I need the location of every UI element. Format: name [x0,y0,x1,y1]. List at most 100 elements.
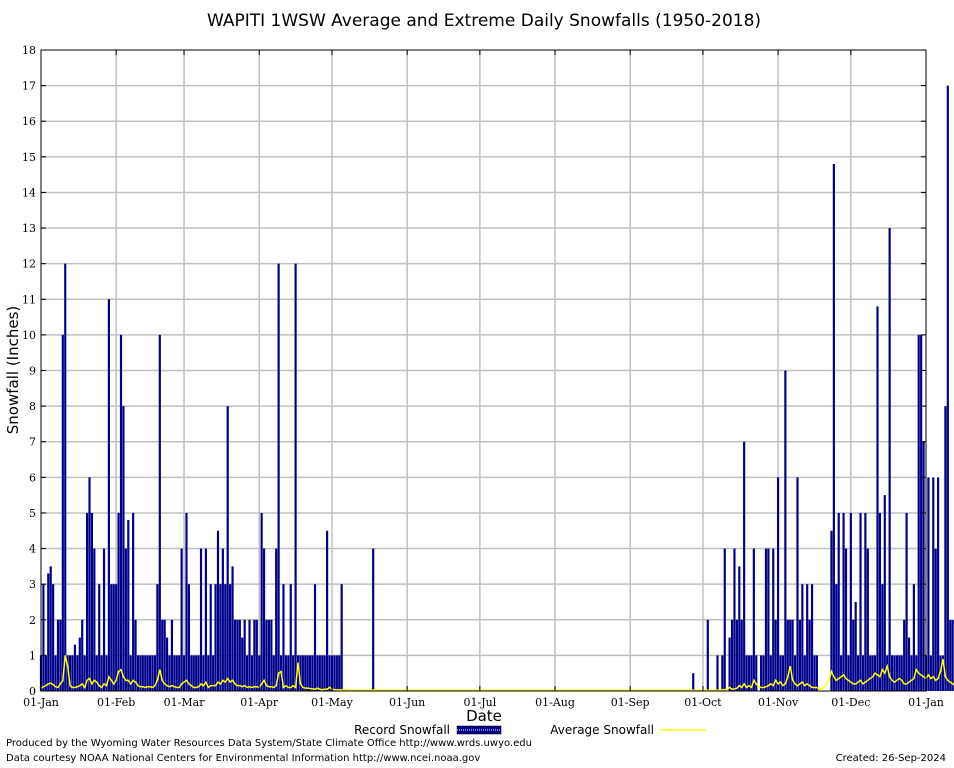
record-bar [752,548,755,691]
record-bar [151,655,154,691]
record-bar [883,495,886,691]
y-tick-label: 6 [29,471,36,484]
y-tick-label: 12 [22,258,36,271]
credit-line-2: Data courtesy NOAA National Centers for … [6,753,481,764]
record-bar [895,655,898,691]
record-bar [202,655,205,691]
record-bar [937,477,940,691]
record-bar [932,477,935,691]
x-tick-label: 01-Apr [240,696,279,709]
record-bar [774,619,777,691]
record-bar [318,655,321,691]
record-bar [289,584,292,691]
record-bar [250,655,254,691]
record-bar [124,548,127,691]
record-bar [900,655,903,691]
record-bar [796,477,799,691]
record-bar [71,655,74,691]
record-bar [316,655,319,691]
record-bar [207,655,210,691]
record-bar [146,655,149,691]
record-bar [309,655,312,691]
record-bar [803,655,806,691]
legend: Record Snowfall Average Snowfall [354,723,706,737]
y-axis-label: Snowfall (Inches) [4,306,22,434]
record-bar [112,584,115,691]
record-bar [781,655,785,691]
record-bar [740,619,743,691]
record-bar [170,619,174,691]
record-bar [163,619,166,691]
record-bar [42,584,45,691]
record-bar [144,655,147,691]
record-bar [810,584,814,691]
record-bar [772,548,775,691]
legend-record-label: Record Snowfall [354,723,450,737]
x-tick-label: 01-Mar [164,696,206,709]
record-bar [275,548,278,691]
record-bar [878,512,882,691]
record-bar [178,655,181,691]
y-tick-label: 14 [22,186,36,199]
record-bar [306,655,309,691]
average-snowfall-line [40,655,954,691]
record-bar [929,655,932,691]
record-bar [706,619,709,691]
y-tick-label: 2 [29,614,36,627]
y-tick-label: 18 [22,44,36,57]
x-tick-label: 01-Sep [611,696,650,709]
record-bar [326,530,329,691]
record-bar [78,637,81,691]
record-bar [311,655,314,691]
record-bar [175,655,178,691]
y-tick-label: 3 [29,578,36,591]
record-bar [905,512,908,691]
record-bar [95,655,98,691]
record-bar [185,512,188,691]
grid-lines [41,50,926,691]
record-bar [100,655,103,691]
record-bar [301,655,304,691]
record-bar [165,637,169,691]
record-bar [791,619,794,691]
record-bar [52,584,55,691]
record-bar [871,655,874,691]
record-bar [224,584,227,691]
record-bar [192,655,195,691]
record-bar [784,370,787,691]
record-bar [90,512,94,691]
record-bar [119,334,123,691]
record-bar [69,655,72,691]
record-bar [47,573,50,691]
record-bar [105,655,108,691]
record-bar [934,548,937,691]
chart-title: WAPITI 1WSW Average and Extreme Daily Sn… [207,11,761,31]
record-bar [85,512,89,691]
x-axis-label: Date [466,707,502,725]
record-bar [951,619,954,691]
record-bar [372,548,375,691]
record-bar [156,584,159,691]
record-bar [197,655,200,691]
record-bar [912,584,915,691]
record-bar [270,619,273,691]
y-tick-label: 1 [29,649,36,662]
record-bar [81,619,84,691]
record-bar [117,512,120,691]
record-bar [847,655,850,691]
record-bar [747,655,751,691]
record-bar [243,619,246,691]
record-bar [861,655,865,691]
record-bar [806,584,809,691]
record-bar [886,655,889,691]
record-bar [292,655,295,691]
record-bar [743,441,746,691]
record-bar [282,584,285,691]
record-bar [728,637,731,691]
record-bar [888,228,891,691]
record-bar [941,655,945,691]
record-bar [158,334,161,691]
record-bar [859,512,862,691]
record-bar [755,655,758,691]
record-bar [199,548,203,691]
